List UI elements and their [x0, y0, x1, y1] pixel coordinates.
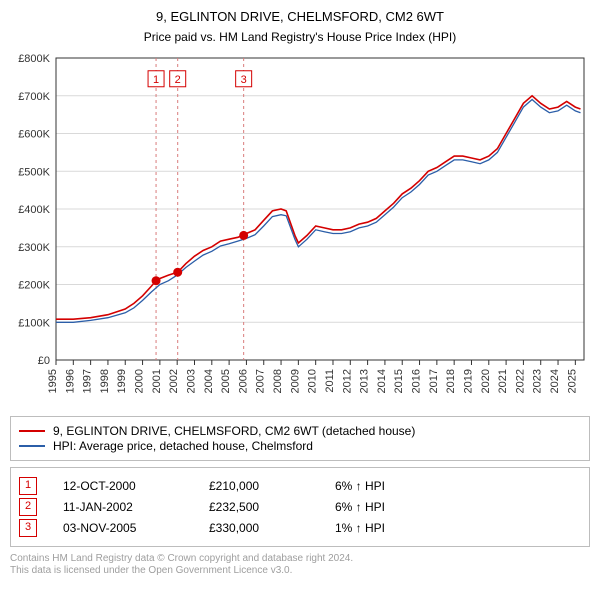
svg-text:2014: 2014: [376, 369, 388, 393]
legend-item: 9, EGLINTON DRIVE, CHELMSFORD, CM2 6WT (…: [19, 424, 581, 438]
sales-table: 1 12-OCT-2000 £210,000 6% ↑ HPI 2 11-JAN-2002…: [10, 467, 590, 547]
svg-text:1999: 1999: [116, 369, 128, 393]
svg-text:2011: 2011: [324, 369, 336, 393]
svg-text:£800K: £800K: [18, 53, 50, 65]
sale-marker-number: 1: [19, 477, 37, 495]
price-chart: £0 £100K £200K £300K £400K £500K £600K £700K £80…: [8, 50, 592, 410]
svg-text:1996: 1996: [64, 369, 76, 393]
svg-text:2006: 2006: [237, 369, 249, 393]
svg-text:2021: 2021: [497, 369, 509, 393]
sale-pct: 6% ↑ HPI: [335, 479, 415, 493]
svg-text:1: 1: [153, 73, 159, 85]
chart-title-line1: 9, EGLINTON DRIVE, CHELMSFORD, CM2 6WT: [8, 8, 592, 26]
chart-title-line2: Price paid vs. HM Land Registry's House …: [8, 30, 592, 44]
legend-swatch: [19, 445, 45, 447]
svg-text:2023: 2023: [532, 369, 544, 393]
svg-text:2013: 2013: [359, 369, 371, 393]
footnote-line1: Contains HM Land Registry data © Crown c…: [10, 553, 353, 564]
svg-text:1995: 1995: [47, 369, 59, 393]
svg-text:3: 3: [241, 73, 247, 85]
footnote: Contains HM Land Registry data © Crown c…: [10, 553, 590, 578]
svg-text:£600K: £600K: [18, 128, 50, 140]
sale-marker-number: 3: [19, 519, 37, 537]
svg-text:2010: 2010: [307, 369, 319, 393]
svg-text:£100K: £100K: [18, 317, 50, 329]
svg-text:2001: 2001: [151, 369, 163, 393]
svg-text:£500K: £500K: [18, 166, 50, 178]
svg-text:£0: £0: [38, 355, 50, 367]
svg-text:2007: 2007: [255, 369, 267, 393]
legend-label: 9, EGLINTON DRIVE, CHELMSFORD, CM2 6WT (…: [53, 424, 415, 438]
svg-text:2019: 2019: [462, 369, 474, 393]
svg-text:1998: 1998: [99, 369, 111, 393]
sale-date: 03-NOV-2005: [43, 521, 203, 535]
svg-text:£700K: £700K: [18, 90, 50, 102]
svg-text:2003: 2003: [185, 369, 197, 393]
svg-text:2016: 2016: [411, 369, 423, 393]
sale-pct: 6% ↑ HPI: [335, 500, 415, 514]
sale-row: 1 12-OCT-2000 £210,000 6% ↑ HPI: [19, 477, 581, 495]
svg-text:£300K: £300K: [18, 241, 50, 253]
svg-text:2017: 2017: [428, 369, 440, 393]
svg-text:2024: 2024: [549, 369, 561, 393]
sale-date: 12-OCT-2000: [43, 479, 203, 493]
sale-price: £330,000: [209, 521, 329, 535]
sale-price: £210,000: [209, 479, 329, 493]
svg-text:2025: 2025: [566, 369, 578, 393]
legend-item: HPI: Average price, detached house, Chel…: [19, 439, 581, 453]
legend: 9, EGLINTON DRIVE, CHELMSFORD, CM2 6WT (…: [10, 416, 590, 461]
sale-row: 2 11-JAN-2002 £232,500 6% ↑ HPI: [19, 498, 581, 516]
legend-swatch: [19, 430, 45, 432]
svg-text:£200K: £200K: [18, 279, 50, 291]
legend-label: HPI: Average price, detached house, Chel…: [53, 439, 313, 453]
svg-text:2002: 2002: [168, 369, 180, 393]
svg-text:2: 2: [175, 73, 181, 85]
svg-text:2022: 2022: [514, 369, 526, 393]
svg-text:2020: 2020: [480, 369, 492, 393]
sale-row: 3 03-NOV-2005 £330,000 1% ↑ HPI: [19, 519, 581, 537]
footnote-line2: This data is licensed under the Open Gov…: [10, 565, 292, 576]
svg-text:2000: 2000: [134, 369, 146, 393]
svg-text:2018: 2018: [445, 369, 457, 393]
svg-text:2004: 2004: [203, 369, 215, 393]
sale-price: £232,500: [209, 500, 329, 514]
sale-pct: 1% ↑ HPI: [335, 521, 415, 535]
sale-date: 11-JAN-2002: [43, 500, 203, 514]
svg-text:1997: 1997: [82, 369, 94, 393]
svg-text:2012: 2012: [341, 369, 353, 393]
svg-text:2009: 2009: [289, 369, 301, 393]
sale-marker-number: 2: [19, 498, 37, 516]
svg-text:2015: 2015: [393, 369, 405, 393]
svg-text:£400K: £400K: [18, 204, 50, 216]
svg-text:2005: 2005: [220, 369, 232, 393]
svg-text:2008: 2008: [272, 369, 284, 393]
